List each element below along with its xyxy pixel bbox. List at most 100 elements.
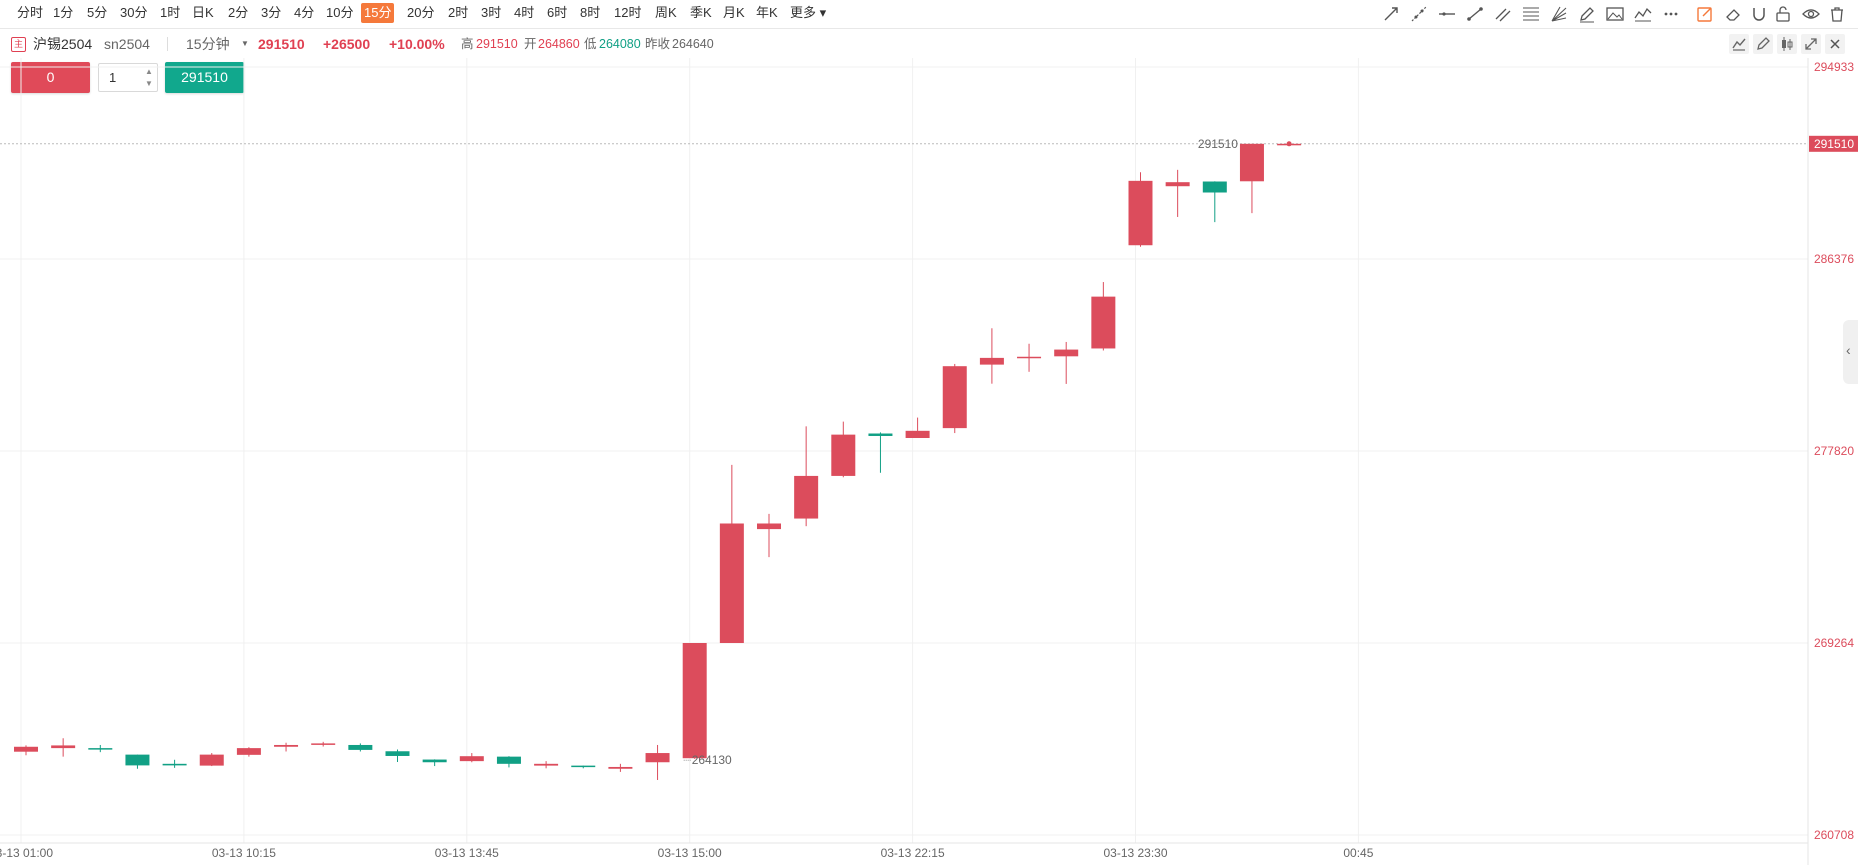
candle-body [1054,349,1079,357]
indicator-button[interactable] [1729,34,1749,54]
candle-body [14,746,38,752]
chart-type-button[interactable] [1777,34,1797,54]
parallel-line-icon[interactable] [1492,3,1514,25]
pen-icon [1757,37,1770,50]
pencil-icon[interactable] [1576,3,1598,25]
divider [167,37,168,51]
candle-body [311,743,336,745]
horizontal-line-icon[interactable] [1436,3,1458,25]
x-tick-label: 03-13 15:00 [658,846,722,860]
segment-icon[interactable] [1464,3,1486,25]
candle-body [794,475,819,519]
magnet-icon[interactable] [1748,3,1770,25]
increment-icon[interactable]: ▲ [145,67,153,76]
period-tab[interactable]: 6时 [547,5,568,20]
extended-line-icon[interactable] [1408,3,1430,25]
period-tab[interactable]: 月K [723,5,745,20]
drawing-toggle-button[interactable] [1753,34,1773,54]
trash-icon[interactable] [1826,3,1848,25]
quantity-stepper: ▲ ▼ [98,63,158,92]
candle-body [1017,356,1042,359]
period-selector[interactable]: 15分钟 [186,36,230,52]
eraser-icon[interactable] [1722,3,1744,25]
fullscreen-button[interactable] [1801,34,1821,54]
period-tab[interactable]: 30分 [120,5,148,20]
lock-icon[interactable] [1772,3,1794,25]
more-icon[interactable] [1660,3,1682,25]
period-tab[interactable]: 3分 [261,5,282,20]
period-tab[interactable]: 2分 [228,5,249,20]
candle-body [831,434,856,476]
candle-body [1091,296,1116,349]
period-tab[interactable]: 5分 [87,5,108,20]
candle-body [422,759,447,763]
sell-button[interactable]: 0 [11,62,90,93]
candle-body [905,430,930,438]
note-icon[interactable] [1694,3,1716,25]
expand-icon [1805,38,1817,50]
period-tab[interactable]: 更多 ▾ [790,5,827,20]
period-tab[interactable]: 15分 [361,3,395,23]
candle-body [88,748,113,750]
candle-body [199,754,224,766]
high-value: 291510 [476,37,518,51]
period-tab[interactable]: 季K [690,5,712,20]
period-tab[interactable]: 12时 [614,5,642,20]
buy-button[interactable]: 291510 [165,62,244,93]
ray-icon[interactable] [1380,3,1402,25]
candle-body [682,643,707,759]
side-panel-toggle[interactable]: ‹ [1843,320,1858,384]
max-price-label: 291510 [1198,137,1238,151]
x-tick-label: 03-13 01:00 [0,846,53,860]
period-tab[interactable]: 年K [756,5,778,20]
image-icon[interactable] [1604,3,1626,25]
period-tab[interactable]: 2时 [448,5,469,20]
prev-close-label: 昨收 [645,37,671,51]
indicator-icon [1732,38,1746,51]
quantity-input[interactable] [107,64,147,91]
eye-icon[interactable] [1800,3,1822,25]
fibonacci-icon[interactable] [1520,3,1542,25]
period-tab[interactable]: 4分 [294,5,315,20]
candle-body [51,745,76,749]
decrement-icon[interactable]: ▼ [145,79,153,88]
prev-close-value: 264640 [672,37,714,51]
y-tick-label: 260708 [1814,828,1854,842]
close-chart-button[interactable] [1825,34,1845,54]
candle-body [1165,182,1190,187]
price-change: +26500 [323,36,371,52]
wave-icon[interactable] [1632,3,1654,25]
low-value: 264080 [599,37,641,51]
period-tab[interactable]: 10分 [326,5,354,20]
candle-body [534,763,559,766]
period-tab[interactable]: 20分 [407,5,435,20]
y-tick-label: 269264 [1814,636,1854,650]
period-tab[interactable]: 1时 [160,5,181,20]
period-toolbar: 分时 1分 5分 30分 1时 日K 2分 3分 4分 10分 15分 20分 2时 3时 4时 6时 8时 12… [0,0,1858,29]
candle-body [274,744,299,747]
candle-body [1202,181,1227,193]
period-tab[interactable]: 周K [655,5,677,20]
candle-body [645,753,670,763]
candle-body [162,763,187,766]
candle-body [385,751,410,756]
period-tab[interactable]: 8时 [580,5,601,20]
period-tab[interactable]: 1分 [53,5,74,20]
symbol-name[interactable]: 沪锡2504 [33,36,93,52]
period-tab[interactable]: 4时 [514,5,535,20]
candle-body [571,765,596,768]
period-tab[interactable]: 日K [192,5,214,20]
last-price-tag [1809,135,1858,152]
period-tab[interactable]: 3时 [481,5,502,20]
symbol-info-bar: 主 沪锡2504 sn2504 15分钟 ▼ 291510 +26500 +10… [0,30,1858,58]
symbol-code: sn2504 [104,36,150,52]
period-dropdown-icon[interactable]: ▼ [241,39,249,48]
price-change-percent: +10.00% [389,36,445,52]
chevron-left-icon: ‹ [1846,342,1851,358]
fan-icon[interactable] [1548,3,1570,25]
candle-body [868,433,893,436]
y-tick-label: 286376 [1814,252,1854,266]
last-price-tag-label: 291510 [1814,137,1854,151]
period-tab[interactable]: 分时 [17,5,44,20]
